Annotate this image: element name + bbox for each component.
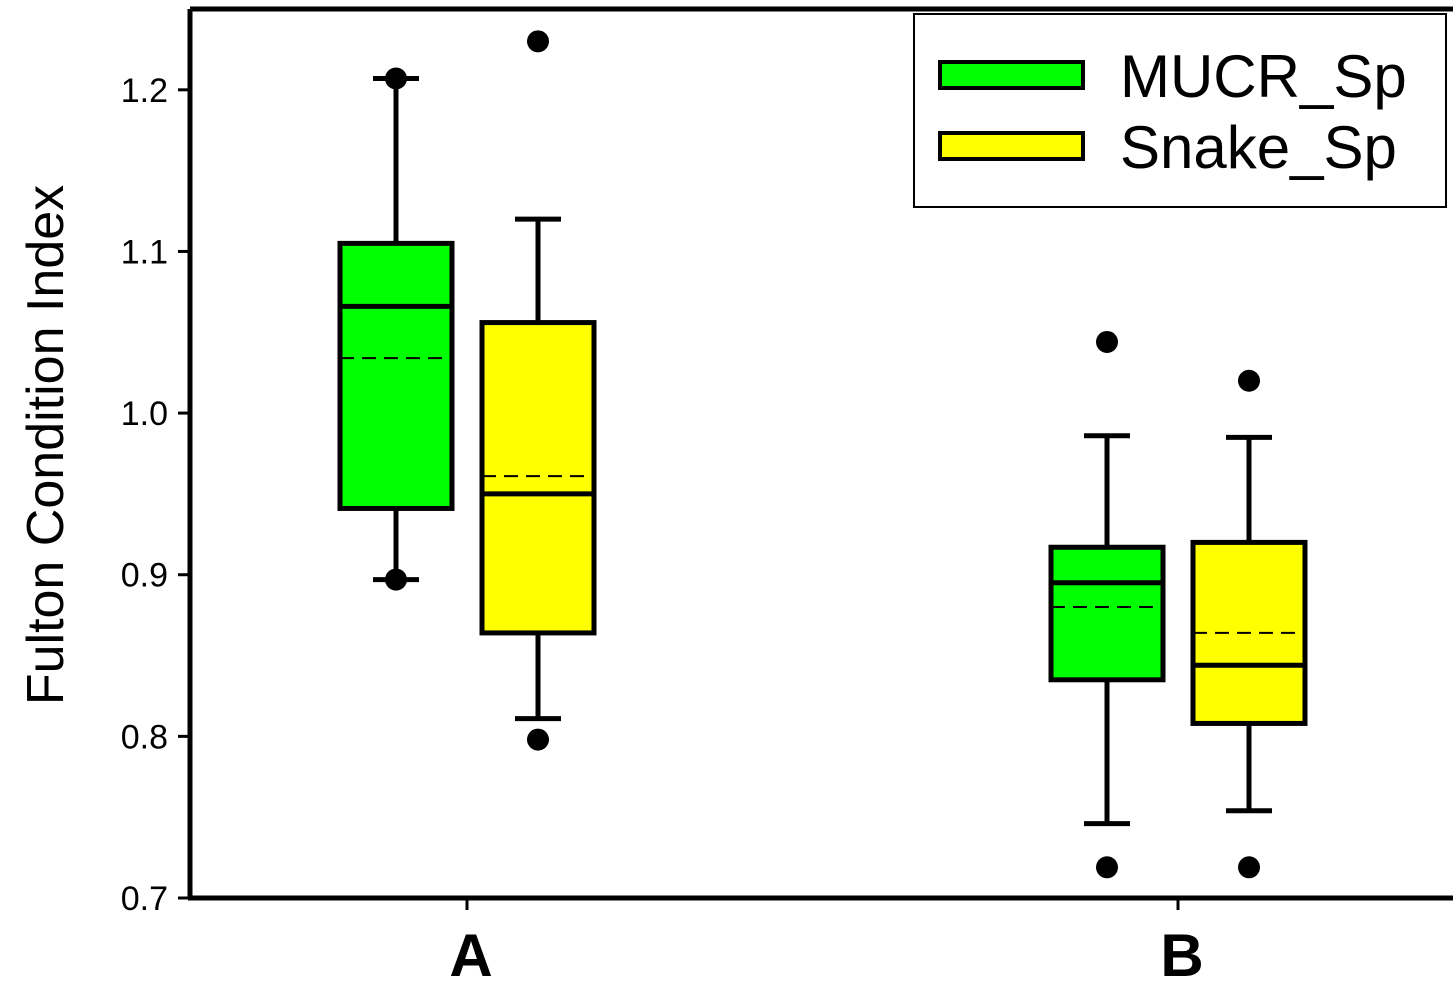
y-tick-label: 0.9 xyxy=(121,557,168,595)
box-snake-sp-a xyxy=(479,30,597,751)
outlier-point xyxy=(1238,856,1260,879)
interquartile-box xyxy=(337,240,455,511)
box-snake-sp-b xyxy=(1190,369,1308,879)
y-axis-title: Fulton Condition Index xyxy=(17,185,75,705)
legend-swatch-snake-sp xyxy=(938,131,1085,161)
y-tick-label: 1.2 xyxy=(121,72,168,110)
legend-label-snake-sp: Snake_Sp xyxy=(1120,114,1397,181)
interquartile-box xyxy=(479,320,597,636)
y-axis: 0.7 0.8 0.9 1.0 1.1 1.2 xyxy=(121,72,190,918)
y-tick-label: 0.7 xyxy=(121,880,168,918)
outlier-point xyxy=(527,30,549,53)
y-tick-label: 1.0 xyxy=(121,395,168,433)
legend-swatch-mucr-sp xyxy=(938,60,1085,90)
outlier-point xyxy=(385,568,407,591)
outlier-point xyxy=(385,67,407,90)
legend-box xyxy=(913,13,1447,208)
plot-marks xyxy=(337,30,1308,879)
interquartile-box xyxy=(1048,544,1166,683)
y-tick-label: 1.1 xyxy=(121,233,168,271)
outlier-point xyxy=(1096,330,1118,353)
box-mucr-sp-b xyxy=(1048,330,1166,879)
legend: MUCR_Sp Snake_Sp xyxy=(913,13,1447,208)
outlier-point xyxy=(527,728,549,751)
box-mucr-sp-a xyxy=(337,67,455,591)
x-tick-label: B xyxy=(1160,922,1203,981)
plot-frame xyxy=(187,6,1453,901)
legend-label-mucr-sp: MUCR_Sp xyxy=(1120,43,1407,110)
outlier-point xyxy=(1238,369,1260,392)
outlier-point xyxy=(1096,856,1118,879)
y-tick-label: 0.8 xyxy=(121,718,168,756)
x-tick-label: A xyxy=(449,922,492,981)
